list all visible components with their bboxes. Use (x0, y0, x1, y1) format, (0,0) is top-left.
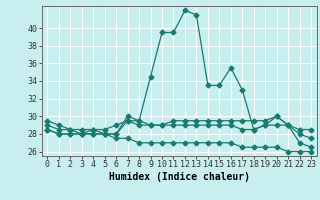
X-axis label: Humidex (Indice chaleur): Humidex (Indice chaleur) (109, 172, 250, 182)
